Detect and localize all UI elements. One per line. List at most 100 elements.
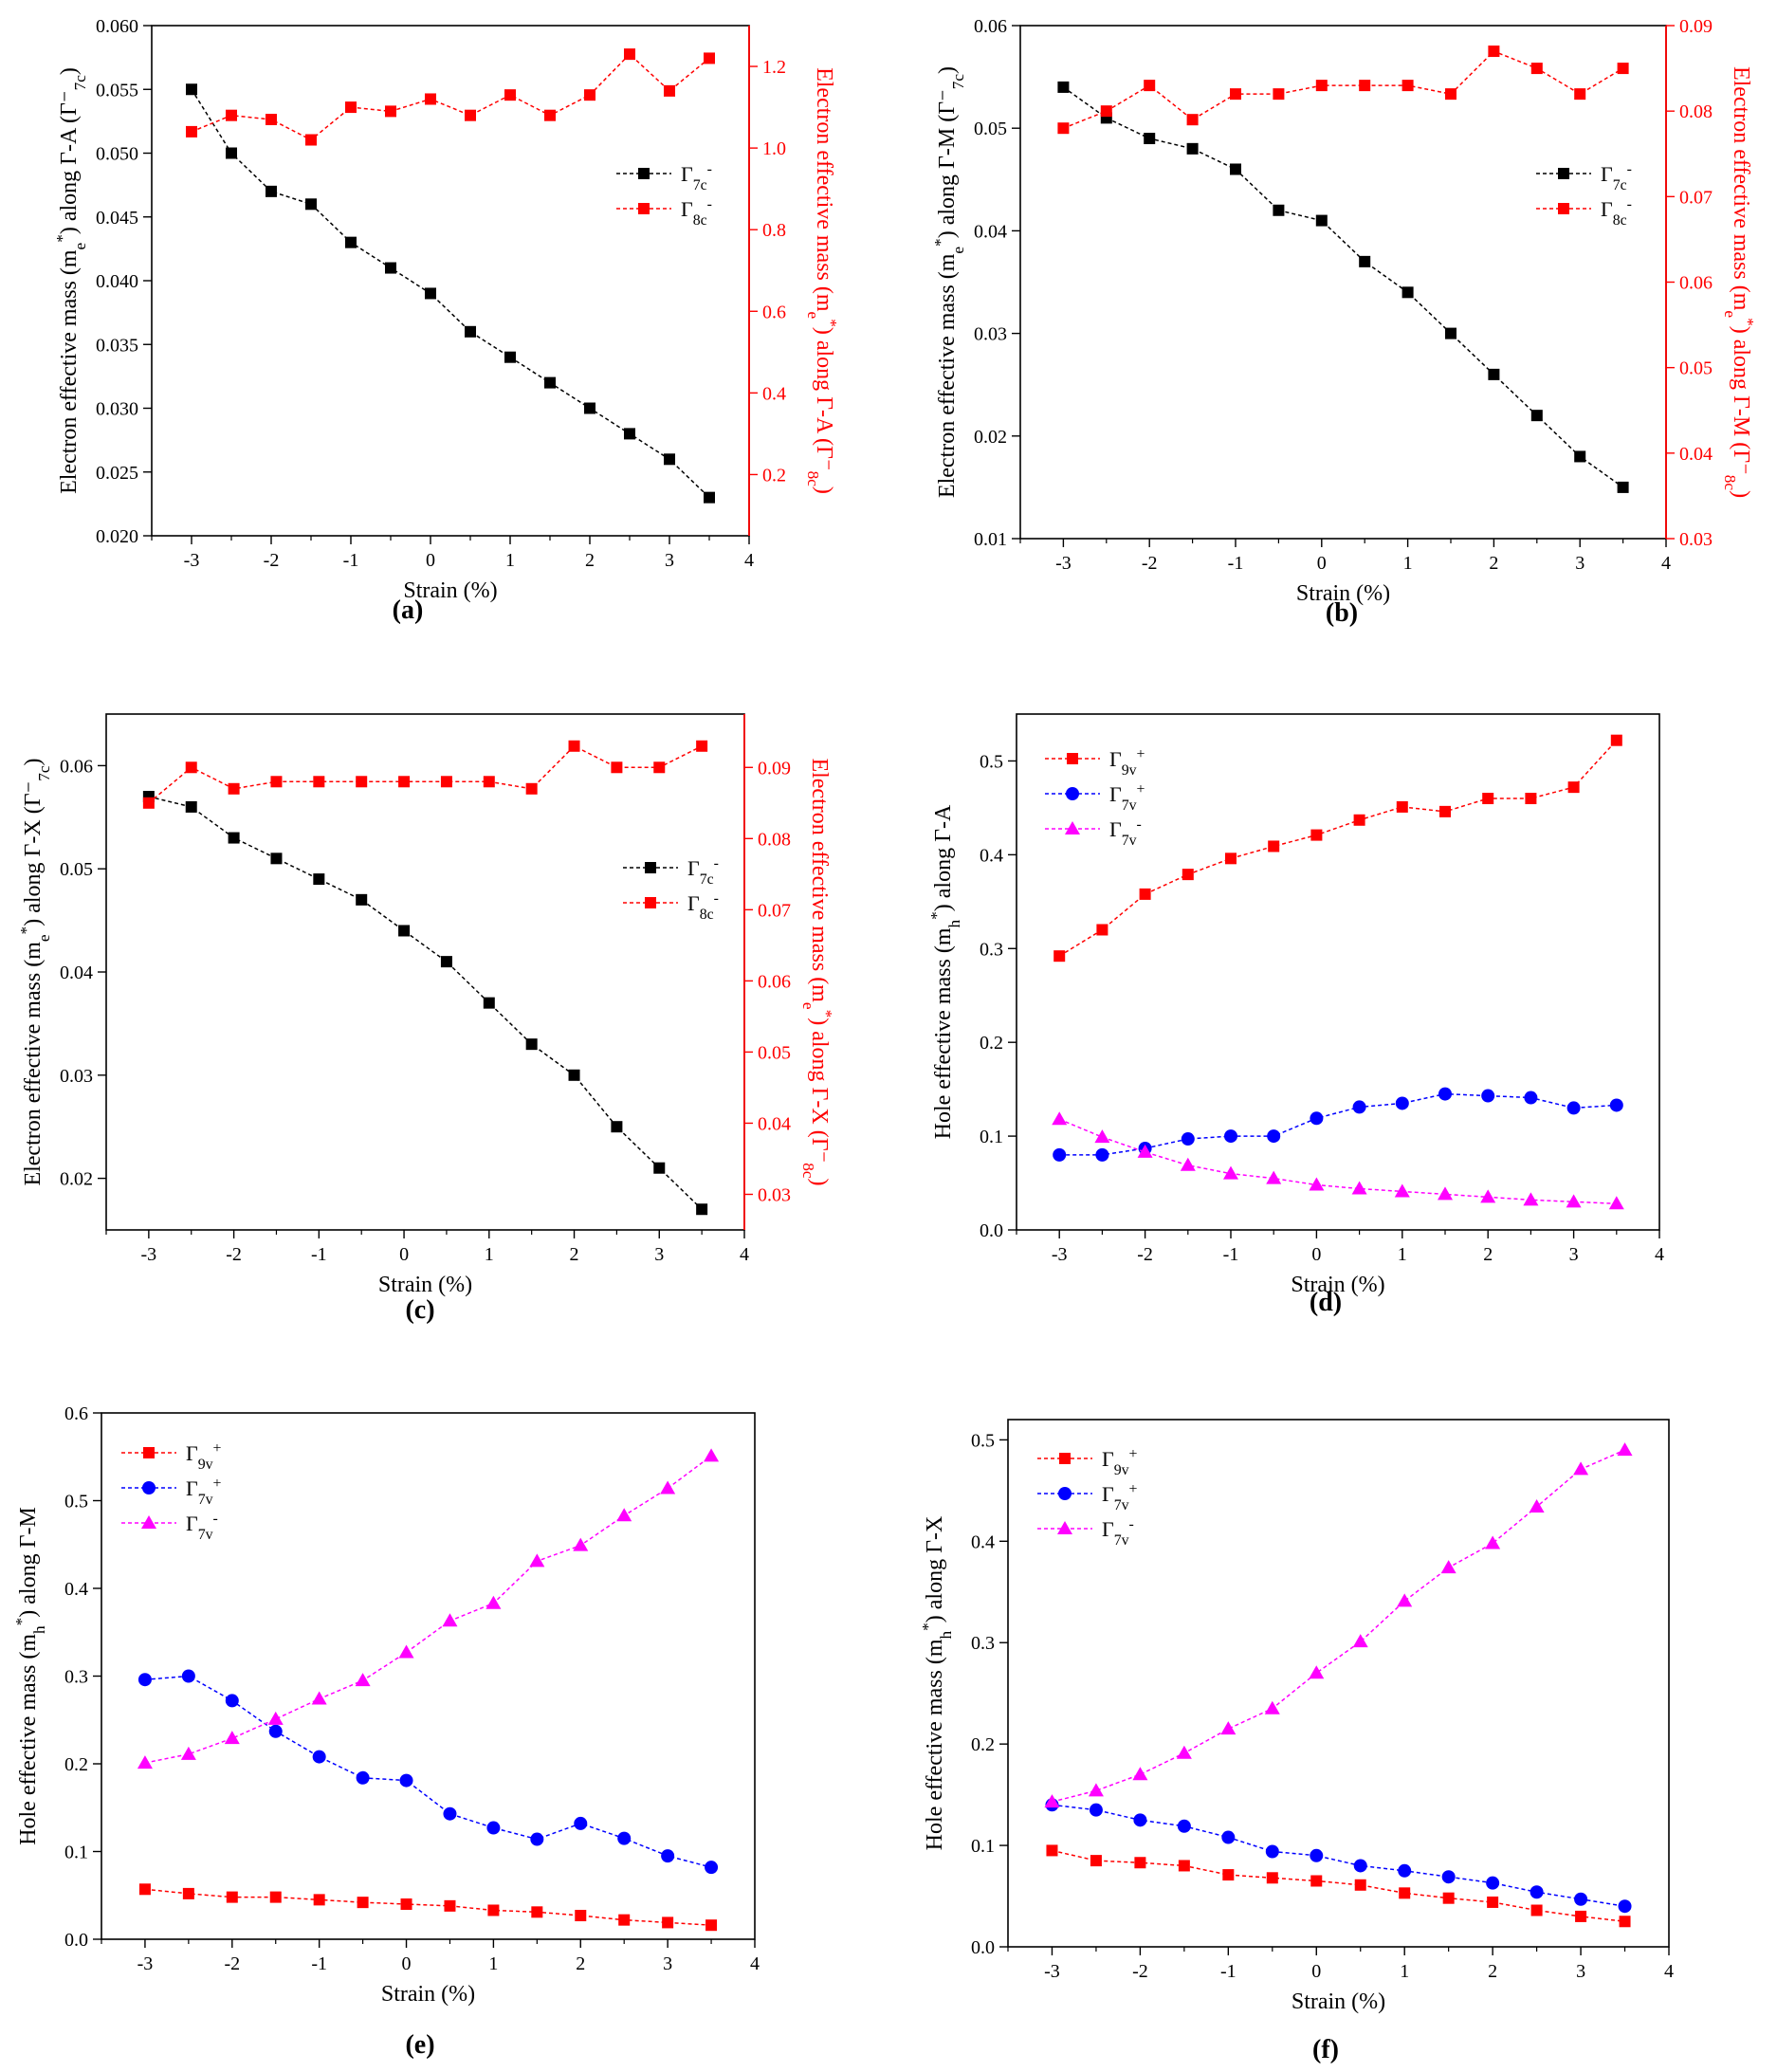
y-tick-label: 0.0 bbox=[980, 1220, 1003, 1241]
label-part: ) along Γ-A bbox=[931, 804, 956, 911]
data-point bbox=[504, 351, 516, 363]
data-point bbox=[1265, 1844, 1279, 1859]
panel-label: (e) bbox=[405, 2030, 434, 2060]
y-tick-label: 0.05 bbox=[974, 119, 1007, 139]
label-part: ) bbox=[935, 66, 960, 74]
data-point bbox=[266, 185, 277, 197]
data-point bbox=[313, 776, 325, 788]
x-axis-label: Strain (%) bbox=[378, 1273, 472, 1297]
data-point bbox=[137, 1755, 153, 1769]
x-tick-label: -1 bbox=[1220, 1961, 1237, 1982]
legend-marker bbox=[142, 1481, 156, 1494]
series-line bbox=[148, 796, 703, 1210]
data-point bbox=[529, 1553, 545, 1568]
y2-tick-label: 0.08 bbox=[758, 829, 791, 850]
label-part: ) bbox=[57, 67, 82, 75]
data-point bbox=[1224, 1129, 1237, 1144]
data-point bbox=[1352, 1634, 1368, 1648]
x-tick-label: 3 bbox=[654, 1244, 664, 1265]
x-tick-label: -3 bbox=[1044, 1961, 1060, 1982]
data-point bbox=[704, 52, 715, 64]
plot-frame bbox=[151, 25, 750, 537]
x-tick-label: 2 bbox=[1483, 1244, 1493, 1265]
x-tick-label: -2 bbox=[1132, 1961, 1148, 1982]
label-part: Γ bbox=[186, 1476, 198, 1500]
legend-label: Γ7v+ bbox=[1109, 781, 1145, 814]
data-point bbox=[1574, 88, 1586, 101]
data-point bbox=[704, 491, 715, 504]
data-point bbox=[270, 853, 283, 865]
y-tick-label: 0.060 bbox=[96, 16, 138, 37]
x-tick-label: -2 bbox=[1142, 553, 1158, 574]
x-tick-label: 4 bbox=[740, 1244, 749, 1265]
legend-label: Γ9v+ bbox=[1109, 746, 1145, 779]
label-part: + bbox=[1137, 781, 1145, 798]
label-part: Γ bbox=[1601, 197, 1613, 221]
data-point bbox=[224, 1731, 240, 1745]
y-axis-label: Electron effective mass (me*) along Γ-A … bbox=[53, 67, 89, 494]
data-point bbox=[1230, 88, 1241, 101]
data-point bbox=[398, 925, 411, 937]
legend-marker bbox=[1059, 1453, 1071, 1464]
data-point bbox=[1176, 1745, 1192, 1759]
y2-tick-label: 0.07 bbox=[1679, 187, 1713, 208]
label-part: * bbox=[53, 234, 71, 243]
data-point bbox=[440, 956, 452, 968]
legend-marker bbox=[638, 203, 650, 214]
label-part: - bbox=[1627, 196, 1632, 212]
data-point bbox=[1088, 1783, 1104, 1797]
data-point bbox=[1530, 1885, 1544, 1899]
x-tick-label: -1 bbox=[311, 1953, 327, 1974]
data-point bbox=[1608, 1196, 1624, 1210]
label-part: * bbox=[927, 911, 945, 920]
label-part: - bbox=[1137, 816, 1142, 833]
plot-frame bbox=[1016, 713, 1660, 1231]
data-point bbox=[1221, 1830, 1236, 1844]
data-point bbox=[616, 1508, 632, 1522]
label-part: ) bbox=[812, 486, 836, 494]
x-axis-label: Strain (%) bbox=[403, 578, 497, 603]
data-point bbox=[357, 1897, 369, 1909]
data-point bbox=[1053, 1147, 1067, 1162]
x-tick-label: -2 bbox=[1137, 1244, 1153, 1265]
x-tick-label: 3 bbox=[665, 550, 674, 571]
label-part: 7c bbox=[949, 74, 967, 90]
legend-marker bbox=[645, 897, 656, 908]
data-point bbox=[704, 1448, 720, 1462]
data-point bbox=[1100, 105, 1112, 118]
data-point bbox=[142, 797, 155, 809]
data-point bbox=[186, 125, 197, 138]
x-tick-label: 0 bbox=[426, 550, 435, 571]
legend-label: Γ9v+ bbox=[1102, 1446, 1138, 1478]
data-point bbox=[312, 1750, 326, 1764]
legend-label: Γ7c- bbox=[1601, 161, 1632, 193]
y2-tick-label: 0.05 bbox=[1679, 358, 1713, 379]
label-part: * bbox=[919, 1623, 937, 1631]
legend-label: Γ9v+ bbox=[186, 1440, 222, 1473]
data-point bbox=[267, 1711, 284, 1725]
data-point bbox=[1487, 1896, 1499, 1908]
label-part: * bbox=[931, 238, 949, 247]
y2-tick-label: 0.04 bbox=[1679, 444, 1713, 465]
label-part: + bbox=[213, 1440, 222, 1457]
data-point bbox=[611, 761, 623, 774]
x-axis-label: Strain (%) bbox=[1296, 581, 1390, 606]
data-point bbox=[1610, 734, 1622, 746]
data-point bbox=[1401, 286, 1414, 299]
series-line bbox=[1059, 1092, 1617, 1156]
data-point bbox=[568, 1069, 580, 1081]
y-tick-label: 0.4 bbox=[64, 1579, 88, 1600]
data-point bbox=[618, 1914, 631, 1926]
data-point bbox=[575, 1910, 587, 1922]
label-part: * bbox=[12, 1618, 30, 1626]
data-point bbox=[653, 1162, 666, 1174]
data-point bbox=[1566, 1101, 1581, 1115]
label-part: Electron effective mass (m bbox=[21, 942, 46, 1186]
label-part: Γ bbox=[1102, 1482, 1114, 1506]
label-part: Γ bbox=[1102, 1517, 1114, 1541]
data-point bbox=[1046, 1844, 1058, 1857]
data-point bbox=[1394, 1183, 1410, 1198]
y2-tick-label: 0.4 bbox=[762, 383, 786, 404]
data-point bbox=[664, 84, 675, 97]
data-point bbox=[185, 761, 197, 774]
